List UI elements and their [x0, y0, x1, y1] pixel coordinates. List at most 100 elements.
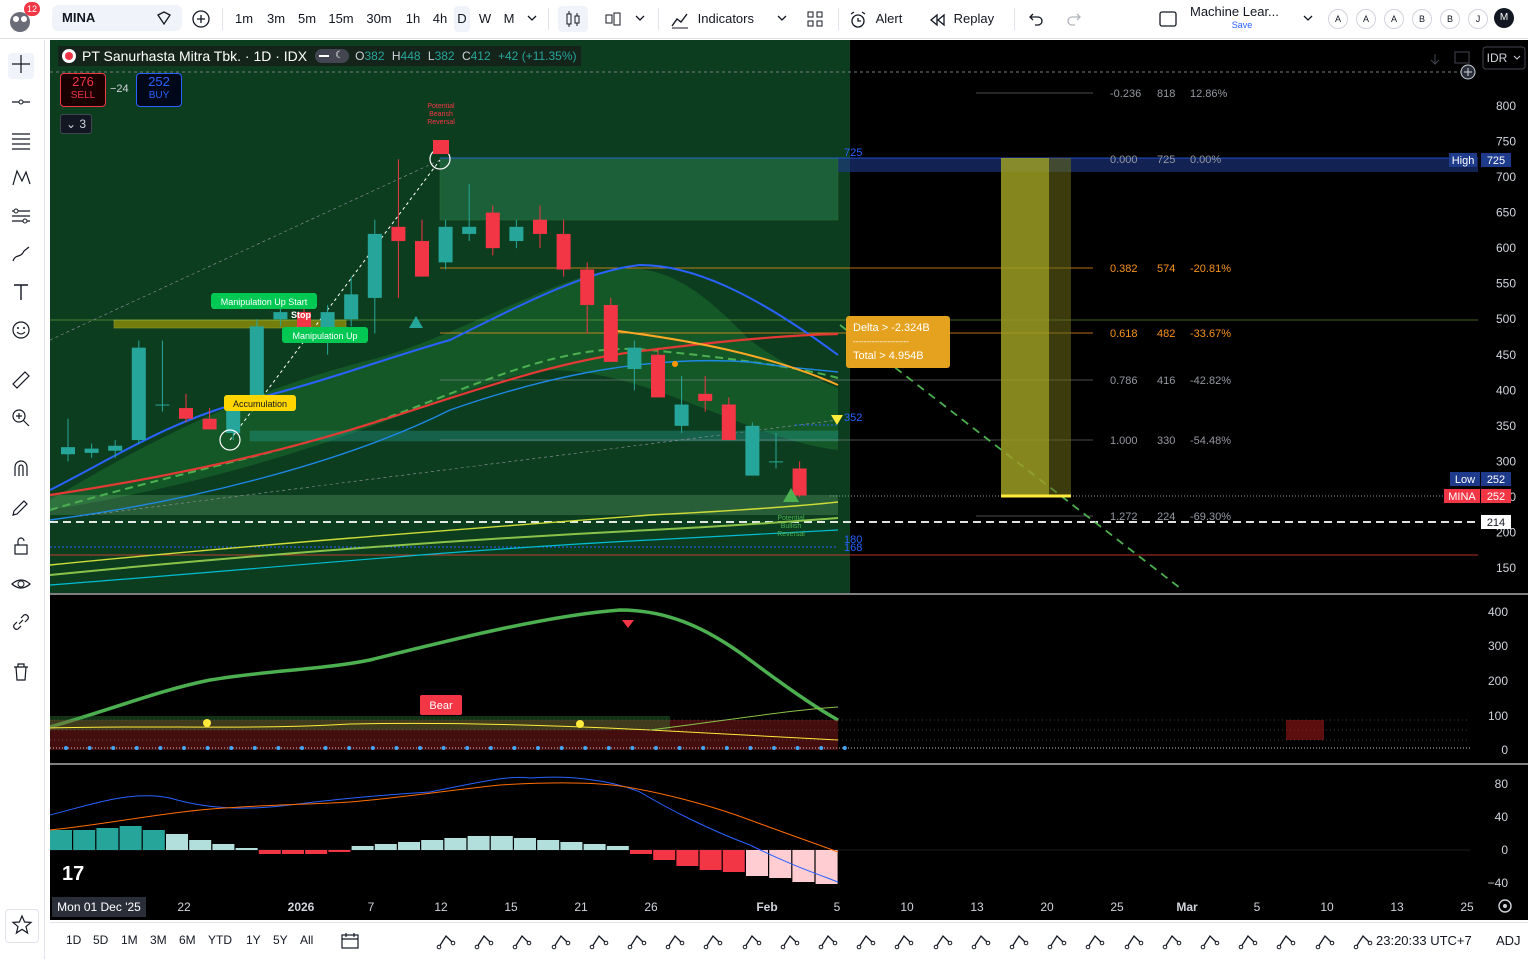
settings-gear-icon[interactable] [1498, 899, 1512, 913]
horizontal-tool-button[interactable] [627, 931, 647, 954]
candle[interactable] [698, 376, 713, 412]
candle[interactable] [580, 262, 595, 334]
rectangle-tool-button[interactable] [436, 931, 456, 954]
arc-tool-button[interactable] [1276, 931, 1296, 954]
fib-bands-tool-button[interactable] [1047, 931, 1067, 954]
arrow-tool-button[interactable] [551, 931, 571, 954]
alert-button[interactable]: Alert [848, 6, 912, 32]
candle[interactable] [415, 219, 429, 277]
redo-button[interactable] [1062, 6, 1086, 32]
emoji-tool[interactable] [8, 319, 34, 345]
link-tool[interactable] [8, 611, 34, 637]
remove-drawings-tool[interactable] [8, 661, 34, 687]
supply-zone[interactable] [439, 157, 839, 221]
candle[interactable] [438, 219, 453, 270]
accumulation-box[interactable] [224, 395, 296, 411]
elliott-tool-button[interactable] [1238, 931, 1258, 954]
path-tool-button[interactable] [474, 931, 494, 954]
chart-title[interactable]: PT Sanurhasta Mitra Tbk. · 1D · IDX [82, 48, 308, 64]
crosshair-tool[interactable] [8, 53, 34, 79]
text-tool[interactable] [8, 281, 34, 307]
fib-fan-tool-button[interactable] [818, 931, 838, 954]
bear-badge[interactable] [420, 695, 462, 715]
candle[interactable] [792, 461, 807, 497]
measure-tool[interactable] [8, 369, 34, 395]
adj-button[interactable]: ADJ [1496, 933, 1521, 948]
candles-series[interactable] [61, 159, 807, 497]
indicators-dropdown[interactable] [774, 6, 790, 32]
candle[interactable] [485, 205, 500, 256]
interval-dropdown[interactable] [524, 6, 540, 32]
collaborator-avatar[interactable]: B [1412, 9, 1432, 29]
range-1d[interactable]: 1D [66, 933, 82, 947]
brush-tool[interactable] [8, 243, 34, 269]
collaborator-avatar[interactable]: A [1384, 9, 1404, 29]
candle[interactable] [556, 219, 571, 277]
candle[interactable] [179, 393, 193, 423]
legend-toggle[interactable]: ☾ [315, 49, 350, 63]
position-box-fill[interactable] [1001, 158, 1049, 496]
gann-tool-button[interactable] [856, 931, 876, 954]
price-axis[interactable]: 8007507006506005505004504003503002502001… [1496, 99, 1516, 575]
demand-zone[interactable] [249, 430, 839, 442]
trend-line-tool[interactable] [8, 91, 34, 117]
favorites-button[interactable] [5, 909, 39, 943]
layout-name-button[interactable]: Machine Lear... Save [1190, 4, 1294, 34]
candle[interactable] [651, 347, 665, 398]
undo-button[interactable] [1024, 6, 1048, 32]
candle[interactable] [509, 219, 524, 249]
candle[interactable] [721, 397, 736, 441]
toggle-panel-icon[interactable] [1454, 51, 1470, 64]
candle[interactable] [131, 340, 146, 444]
zoom-tool[interactable] [8, 407, 34, 433]
curve-tool-button[interactable] [742, 931, 762, 954]
chart-canvas[interactable]: Potential Bearish Reversal Potential Bul… [49, 40, 1528, 920]
candle[interactable] [108, 440, 123, 458]
candle[interactable] [249, 319, 264, 401]
price-label-tool-button[interactable] [1200, 931, 1220, 954]
app-logo[interactable]: 12 [6, 2, 40, 34]
interval-30m[interactable]: 30m [366, 11, 392, 26]
ellipse-tool-button[interactable] [971, 931, 991, 954]
add-symbol-button[interactable] [190, 6, 212, 32]
range-ytd[interactable]: YTD [208, 933, 232, 947]
range-5y[interactable]: 5Y [273, 933, 288, 947]
fib-channel-tool-button[interactable] [1009, 931, 1029, 954]
indicators-collapse-button[interactable]: ⌄ 3 [60, 114, 92, 134]
templates-button[interactable] [802, 6, 828, 32]
interval-w[interactable]: W [478, 11, 492, 26]
range-3m[interactable]: 3M [150, 933, 167, 947]
interval-15m[interactable]: 15m [328, 11, 354, 26]
triangle-tool-button[interactable] [780, 931, 800, 954]
candle[interactable] [391, 159, 406, 298]
candle[interactable] [344, 276, 359, 327]
position-box-right[interactable] [1049, 158, 1071, 496]
user-avatar[interactable]: M [1494, 8, 1514, 28]
time-axis[interactable]: 22 2026 7 12 15 21 26 Feb 5 10 13 20 25 Mar 5 10 13 25 [177, 900, 1474, 914]
range-1m[interactable]: 1M [121, 933, 138, 947]
candle[interactable] [202, 408, 217, 430]
candle[interactable] [61, 418, 75, 462]
projection-tool[interactable] [8, 205, 34, 231]
long-position-tool-button[interactable] [894, 931, 914, 954]
candle[interactable] [745, 422, 760, 476]
range-5d[interactable]: 5D [93, 933, 109, 947]
manipulation-up-box[interactable] [282, 327, 368, 343]
add-level-plus-icon[interactable] [1460, 64, 1476, 80]
collaborator-avatar[interactable]: A [1356, 9, 1376, 29]
symbol-search[interactable]: MINA [52, 5, 182, 31]
brush-tool-button[interactable] [1124, 931, 1144, 954]
currency-button[interactable] [1482, 46, 1526, 70]
chart-area[interactable]: Potential Bearish Reversal Potential Bul… [49, 40, 1528, 920]
interval-1h[interactable]: 1h [405, 11, 421, 26]
interval-d[interactable]: D [454, 6, 470, 32]
magnet-tool[interactable] [8, 457, 34, 483]
interval-1m[interactable]: 1m [234, 11, 254, 26]
candle[interactable] [462, 184, 477, 242]
vertical-line-tool-button[interactable] [1353, 931, 1373, 954]
pattern-tool[interactable] [8, 167, 34, 193]
pane2-axis[interactable]: 400 300 200 100 0 [1488, 605, 1508, 757]
callout-tool-button[interactable] [1085, 931, 1105, 954]
pane3-axis[interactable]: 80 40 0 −40 [1488, 777, 1509, 890]
range-tool-button[interactable] [933, 931, 953, 954]
